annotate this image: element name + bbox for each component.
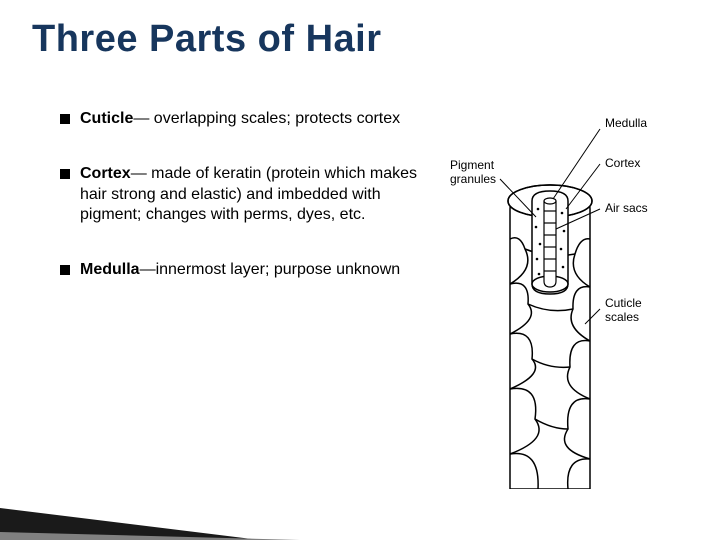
slide-decor (0, 490, 300, 540)
bullet-icon (60, 169, 70, 179)
label-airsacs: Air sacs (605, 201, 648, 215)
content-area: Cuticle— overlapping scales; protects co… (0, 61, 720, 494)
list-item: Cuticle— overlapping scales; protects co… (60, 109, 440, 130)
bullet-icon (60, 265, 70, 275)
label-medulla: Medulla (605, 116, 647, 130)
page-title: Three Parts of Hair (0, 0, 720, 61)
desc: — made of keratin (protein which makes h… (80, 165, 417, 224)
hair-diagram: Pigmentgranules Medulla Cortex Air sacs … (440, 109, 710, 494)
label-cuticle: Cuticlescales (605, 296, 642, 324)
desc: — overlapping scales; protects cortex (133, 110, 400, 127)
label-pigment: Pigmentgranules (450, 158, 496, 186)
bullet-text: Cuticle— overlapping scales; protects co… (80, 109, 400, 130)
term: Cuticle (80, 110, 133, 127)
list-item: Cortex— made of keratin (protein which m… (60, 164, 440, 226)
list-item: Medulla—innermost layer; purpose unknown (60, 260, 440, 281)
bullet-icon (60, 114, 70, 124)
bullet-text: Medulla—innermost layer; purpose unknown (80, 260, 400, 281)
term: Medulla (80, 261, 140, 278)
desc: —innermost layer; purpose unknown (140, 261, 401, 278)
label-cortex: Cortex (605, 156, 640, 170)
diagram-svg: Pigmentgranules Medulla Cortex Air sacs … (450, 109, 700, 489)
bullet-text: Cortex— made of keratin (protein which m… (80, 164, 440, 226)
bullet-list: Cuticle— overlapping scales; protects co… (60, 109, 440, 494)
term: Cortex (80, 165, 131, 182)
